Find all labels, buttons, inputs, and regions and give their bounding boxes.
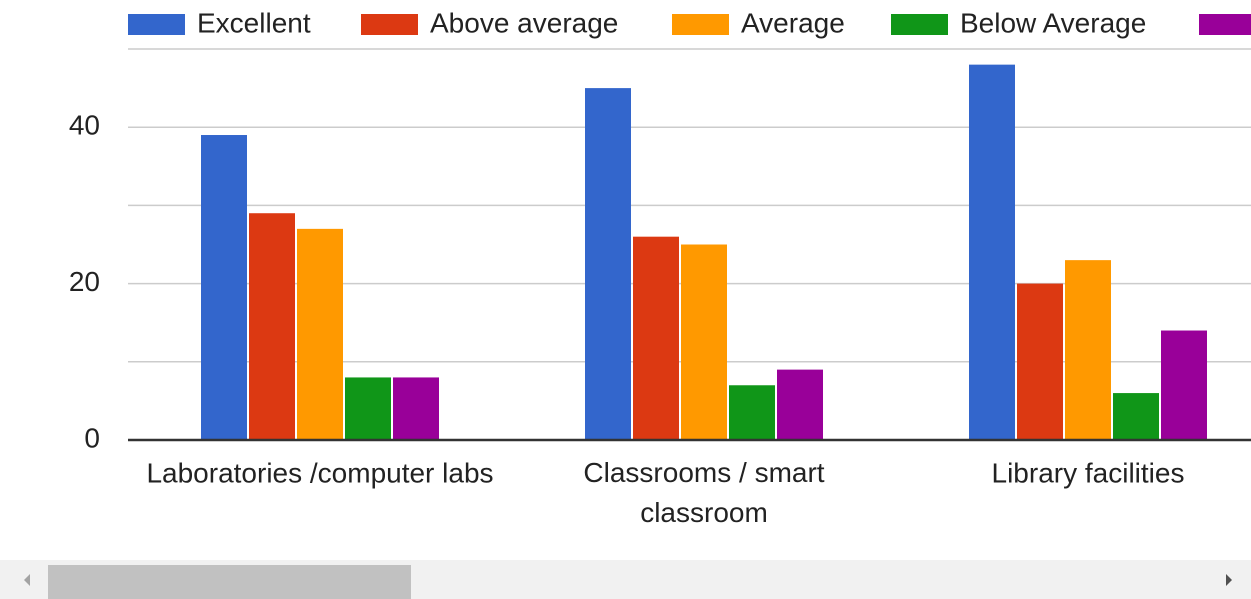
bar	[1113, 393, 1159, 440]
legend-swatch	[1199, 14, 1251, 35]
legend-label: Below Average	[960, 7, 1146, 38]
scroll-thumb[interactable]	[48, 565, 411, 599]
legend-swatch	[891, 14, 948, 35]
legend-label: Average	[741, 7, 845, 38]
bar	[585, 88, 631, 440]
bar	[393, 377, 439, 440]
y-tick-label: 40	[69, 110, 100, 141]
bar	[681, 244, 727, 440]
legend-swatch	[672, 14, 729, 35]
bar	[1065, 260, 1111, 440]
x-tick-label: Library facilities	[992, 457, 1185, 488]
legend-label: Excellent	[197, 7, 311, 38]
bar	[729, 385, 775, 440]
legend-swatch	[361, 14, 418, 35]
bar	[633, 236, 679, 440]
bar	[297, 228, 343, 440]
bar	[345, 377, 391, 440]
y-tick-label: 20	[69, 266, 100, 297]
bar	[1161, 330, 1207, 440]
bar	[1017, 283, 1063, 440]
x-tick-label: Classrooms / smart classroom	[583, 457, 824, 528]
bar	[969, 64, 1015, 440]
scrollbar[interactable]	[0, 560, 1251, 599]
scroll-left-arrow[interactable]	[24, 574, 30, 586]
bar	[201, 135, 247, 440]
scroll-right-arrow[interactable]	[1226, 574, 1232, 586]
bar	[777, 369, 823, 440]
bar	[249, 213, 295, 440]
x-tick-label: Laboratories /computer labs	[146, 457, 493, 488]
legend-label: Above average	[430, 7, 618, 38]
legend-swatch	[128, 14, 185, 35]
y-tick-label: 0	[84, 422, 100, 453]
